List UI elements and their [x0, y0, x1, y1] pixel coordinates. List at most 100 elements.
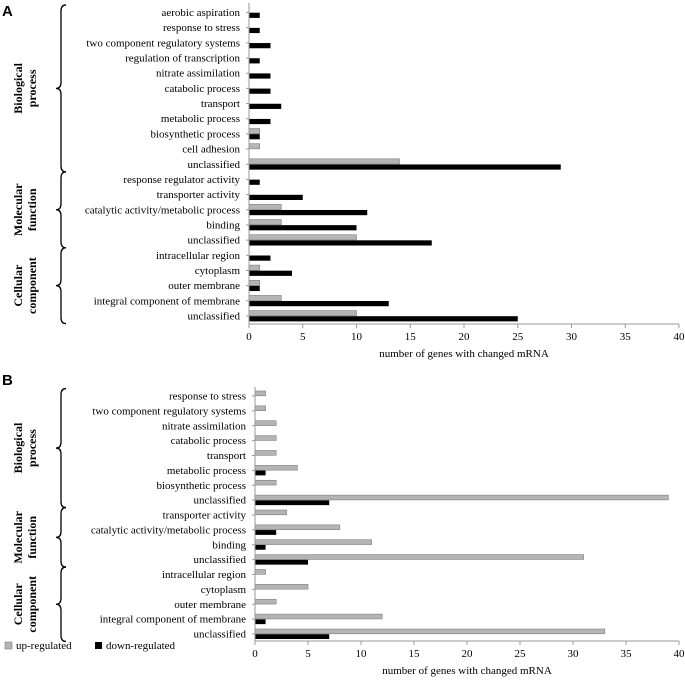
- x-tick-label: 5: [305, 648, 311, 660]
- bar-up-regulated: [254, 554, 584, 560]
- bar-up-regulated: [248, 264, 261, 271]
- x-tick-label: 40: [674, 331, 685, 343]
- bar-up-regulated: [254, 569, 266, 575]
- bar-down-regulated: [249, 316, 518, 322]
- x-tick-label: 10: [356, 648, 368, 660]
- category-label: nitrate assimilation: [156, 68, 241, 80]
- bar-down-regulated: [249, 118, 271, 125]
- group-brace: [55, 247, 67, 325]
- panel-label: A: [2, 3, 13, 20]
- legend-up-label: up-regulated: [16, 640, 72, 652]
- bar-down-regulated: [249, 88, 271, 94]
- legend-down-label: down-regulated: [106, 640, 176, 652]
- legend-down-swatch: [95, 642, 102, 649]
- bar-up-regulated: [248, 310, 357, 317]
- category-label: catalytic activity/metabolic process: [85, 204, 240, 216]
- bar-down-regulated: [249, 27, 260, 34]
- category-label: cytoplasm: [195, 265, 241, 277]
- bar-down-regulated: [249, 240, 432, 246]
- category-label: transport: [207, 450, 246, 462]
- group-label-line: function: [25, 188, 39, 231]
- bar-down-regulated: [249, 255, 271, 261]
- category-label: integral component of membrane: [94, 295, 240, 307]
- x-tick-label: 5: [300, 331, 306, 343]
- legend: up-regulated down-regulated: [4, 640, 176, 652]
- legend-up-swatch: [4, 641, 13, 650]
- group-brace: [55, 4, 67, 173]
- bar-up-regulated: [254, 524, 341, 530]
- category-label: integral component of membrane: [100, 614, 246, 626]
- group-label: Molecularfunction: [11, 510, 39, 563]
- category-label: unclassified: [187, 235, 240, 247]
- bar-up-regulated: [254, 435, 277, 441]
- x-axis-label: number of genes with changed mRNA: [379, 348, 549, 360]
- bar-down-regulated: [249, 134, 260, 140]
- category-label: two component regulatory systems: [92, 405, 246, 417]
- category-label: unclassified: [193, 554, 246, 566]
- x-tick-label: 30: [566, 331, 578, 343]
- category-label: two component regulatory systems: [86, 37, 240, 49]
- group-brace: [55, 506, 67, 568]
- bar-down-regulated: [249, 301, 389, 307]
- category-label: unclassified: [193, 629, 246, 641]
- bar-up-regulated: [254, 628, 606, 635]
- bar-down-regulated: [255, 544, 266, 550]
- bar-up-regulated: [254, 539, 372, 545]
- bar-down-regulated: [249, 194, 303, 200]
- bar-up-regulated: [248, 143, 261, 150]
- group-label-line: Cellular: [11, 583, 25, 626]
- category-label: unclassified: [187, 311, 240, 323]
- group-label-line: Cellular: [11, 264, 25, 307]
- group-brace: [55, 387, 67, 509]
- x-tick-label: 20: [459, 331, 471, 343]
- x-tick-label: 35: [621, 648, 633, 660]
- bar-down-regulated: [249, 164, 561, 170]
- bar-down-regulated: [249, 209, 368, 216]
- x-tick-label: 0: [246, 331, 252, 343]
- category-label: biosynthetic process: [150, 128, 240, 140]
- category-label: cell adhesion: [182, 144, 240, 156]
- x-tick-label: 30: [568, 648, 580, 660]
- bar-down-regulated: [255, 559, 308, 565]
- group-label-line: process: [25, 69, 39, 107]
- bar-up-regulated: [254, 405, 266, 411]
- group-label-line: process: [25, 429, 39, 467]
- x-tick-label: 10: [351, 331, 363, 343]
- bar-up-regulated: [254, 420, 277, 426]
- category-label: nitrate assimilation: [162, 420, 247, 432]
- category-label: binding: [212, 539, 246, 551]
- group-label-line: Biological: [11, 62, 25, 113]
- category-label: cytoplasm: [201, 584, 247, 596]
- group-brace: [55, 566, 67, 643]
- category-label: response to stress: [163, 22, 240, 34]
- bar-up-regulated: [248, 234, 357, 241]
- x-tick-label: 15: [409, 648, 421, 660]
- category-label: regulation of transcription: [125, 53, 240, 65]
- category-label: transporter activity: [163, 510, 247, 522]
- category-label: binding: [206, 219, 240, 231]
- bar-down-regulated: [255, 500, 330, 506]
- category-label: outer membrane: [174, 599, 246, 611]
- category-label: response regulator activity: [123, 174, 240, 186]
- bar-down-regulated: [249, 103, 282, 109]
- group-label: Molecularfunction: [11, 183, 39, 236]
- category-label: aerobic aspiration: [162, 7, 241, 19]
- bar-up-regulated: [254, 494, 669, 501]
- bar-up-regulated: [248, 158, 400, 165]
- bar-down-regulated: [249, 12, 260, 18]
- panel-label: B: [2, 372, 13, 389]
- bar-up-regulated: [254, 613, 383, 620]
- category-label: unclassified: [187, 159, 240, 171]
- category-label: catabolic process: [165, 83, 240, 95]
- bar-down-regulated: [255, 619, 266, 625]
- x-tick-label: 0: [252, 648, 258, 660]
- bar-up-regulated: [248, 295, 282, 301]
- x-tick-label: 35: [620, 331, 632, 343]
- bar-down-regulated: [249, 58, 260, 64]
- bar-up-regulated: [254, 465, 298, 471]
- x-tick-label: 25: [515, 648, 527, 660]
- x-tick-label: 15: [405, 331, 417, 343]
